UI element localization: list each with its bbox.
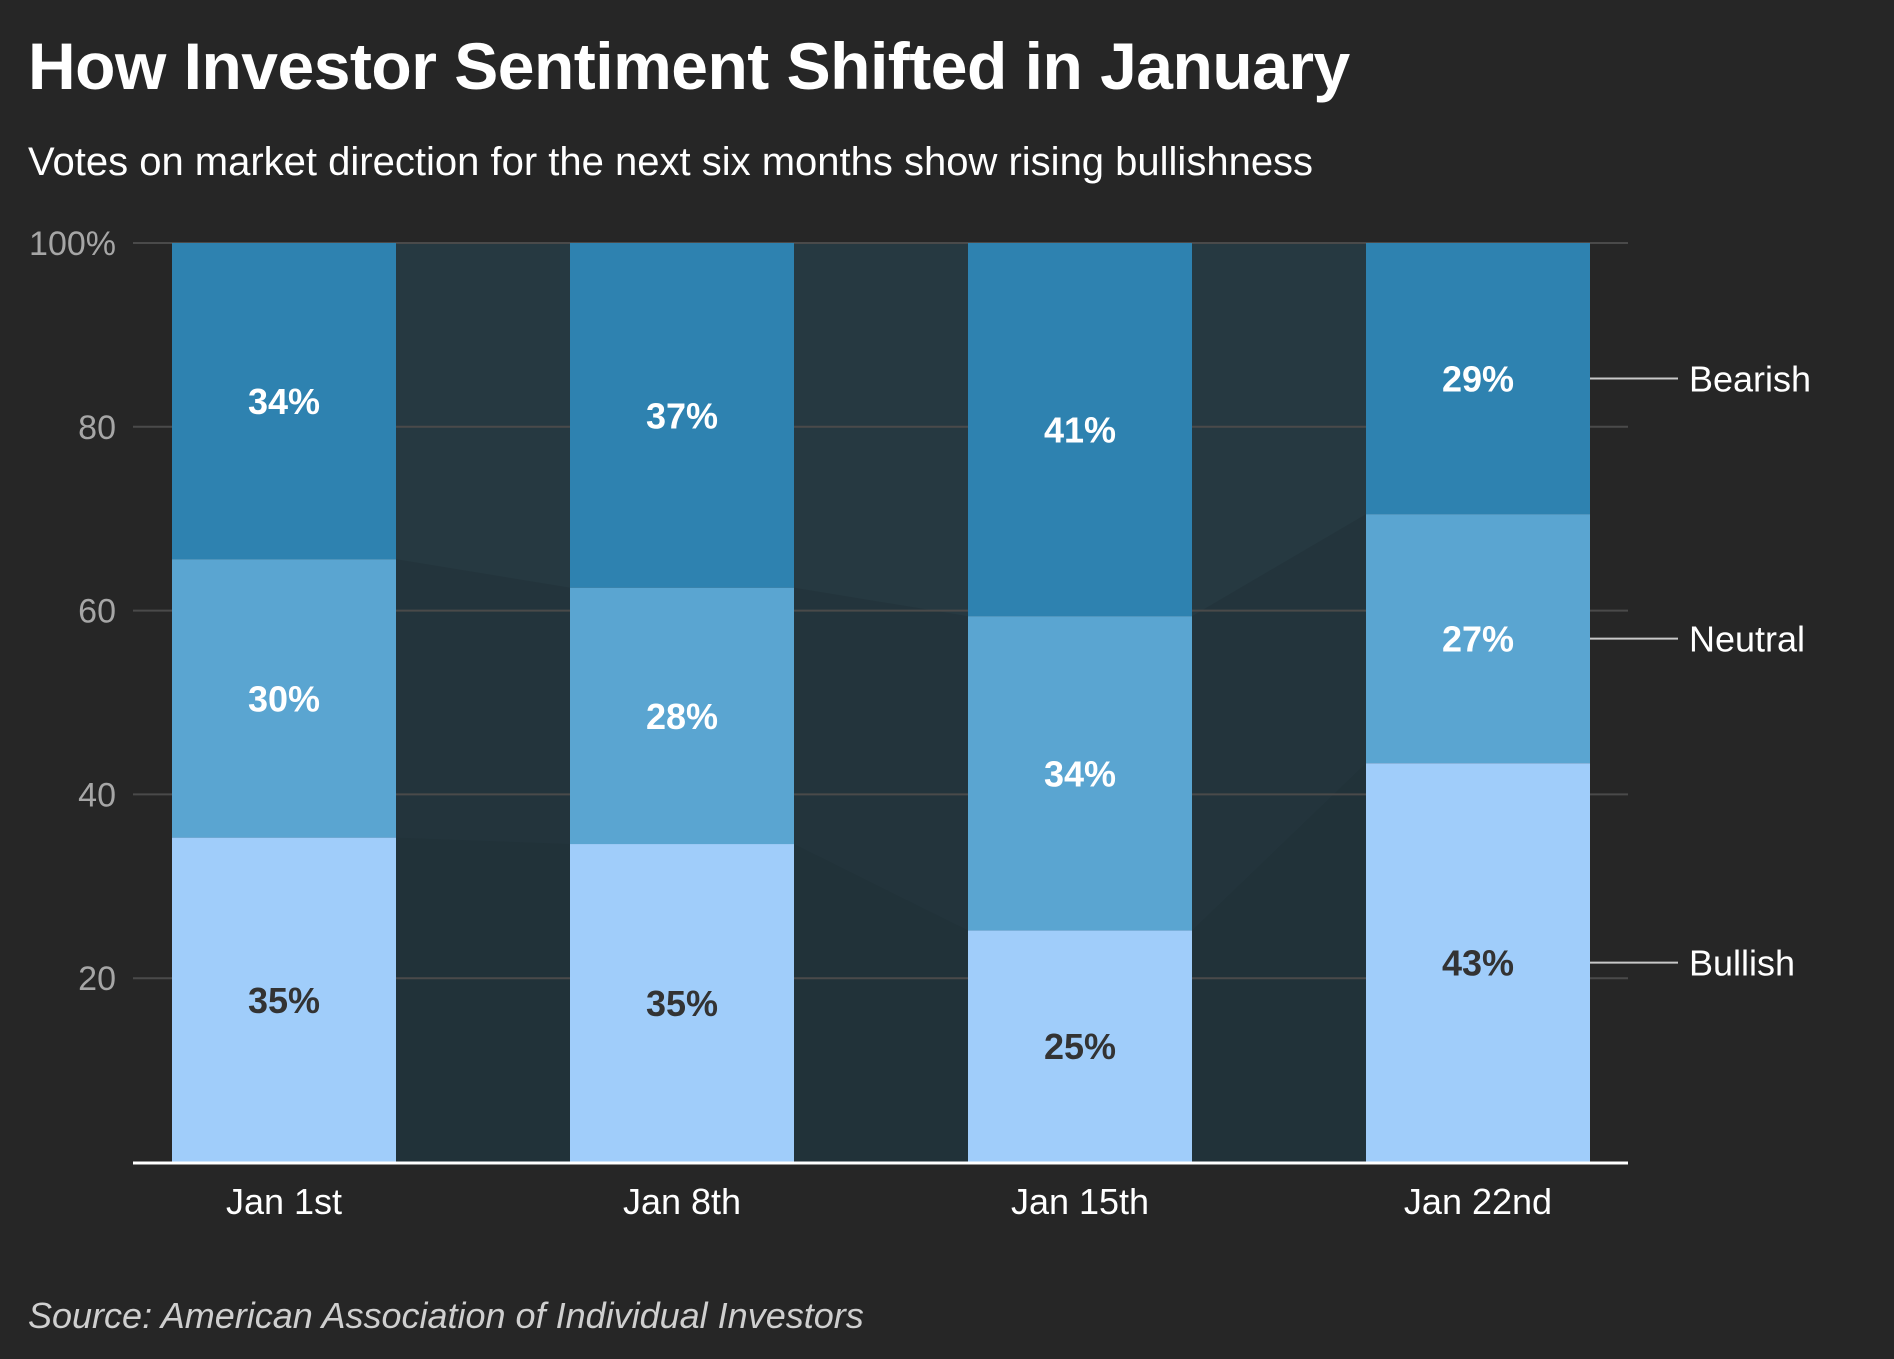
chart-title: How Investor Sentiment Shifted in Januar… [28, 29, 1350, 103]
bar-bearish-jan-1st [172, 243, 396, 560]
bar-bullish-jan-15th [968, 930, 1192, 1162]
legend-label-bullish: Bullish [1689, 943, 1795, 984]
connector-neutral [794, 587, 968, 931]
connector-neutral [1192, 514, 1366, 931]
legend-label-neutral: Neutral [1689, 619, 1805, 660]
y-tick-label: 40 [78, 776, 116, 814]
bar-bearish-jan-15th [968, 243, 1192, 617]
connector-neutral [396, 559, 570, 845]
data-label-bullish-jan-15th: 25% [1044, 1026, 1116, 1067]
bar-neutral-jan-1st [172, 559, 396, 838]
y-tick-label: 80 [78, 409, 116, 447]
connector-bullish [1192, 763, 1366, 1162]
data-label-bearish-jan-8th: 37% [646, 395, 718, 436]
bars [172, 243, 1590, 1162]
legend-label-bearish: Bearish [1689, 359, 1811, 400]
data-label-neutral-jan-1st: 30% [248, 678, 320, 719]
x-tick-label: Jan 8th [623, 1181, 741, 1222]
axes: Jan 1st Jan 8th Jan 15th Jan 22nd [133, 1161, 1628, 1222]
source-note: Source: American Association of Individu… [28, 1295, 864, 1336]
gap-band [396, 243, 570, 1162]
x-tick-label: Jan 1st [226, 1181, 342, 1222]
data-label-bullish-jan-22nd: 43% [1442, 943, 1514, 984]
data-label-neutral-jan-8th: 28% [646, 696, 718, 737]
legend: Bullish Neutral Bearish [1590, 359, 1811, 984]
data-label-neutral-jan-22nd: 27% [1442, 619, 1514, 660]
x-tick-label: Jan 22nd [1404, 1181, 1552, 1222]
bar-bullish-jan-22nd [1366, 763, 1590, 1162]
data-label-neutral-jan-15th: 34% [1044, 753, 1116, 794]
data-label-bearish-jan-15th: 41% [1044, 410, 1116, 451]
bar-neutral-jan-15th [968, 616, 1192, 931]
data-labels: 35% 30% 34% 35% 28% 37% 25% 34% 41% 43% 27% 29% [248, 359, 1514, 1068]
y-tick-label: 60 [78, 593, 116, 631]
x-tick-label: Jan 15th [1011, 1181, 1149, 1222]
data-label-bullish-jan-8th: 35% [646, 983, 718, 1024]
data-label-bearish-jan-1st: 34% [248, 381, 320, 422]
gap-band [794, 243, 968, 1162]
data-label-bearish-jan-22nd: 29% [1442, 359, 1514, 400]
bar-bearish-jan-22nd [1366, 243, 1590, 515]
bar-bullish-jan-1st [172, 837, 396, 1162]
y-tick-label: 20 [78, 960, 116, 998]
bar-bullish-jan-8th [570, 844, 794, 1162]
connector-bands [396, 243, 1366, 1162]
connector-bullish [794, 844, 968, 1162]
data-label-bullish-jan-1st: 35% [248, 980, 320, 1021]
bar-neutral-jan-22nd [1366, 514, 1590, 764]
gap-band [1192, 243, 1366, 1162]
y-tick-label: 100% [29, 225, 116, 263]
bar-bearish-jan-8th [570, 243, 794, 588]
connector-bullish [396, 837, 570, 1162]
chart-subtitle: Votes on market direction for the next s… [28, 140, 1314, 184]
bar-neutral-jan-8th [570, 587, 794, 845]
